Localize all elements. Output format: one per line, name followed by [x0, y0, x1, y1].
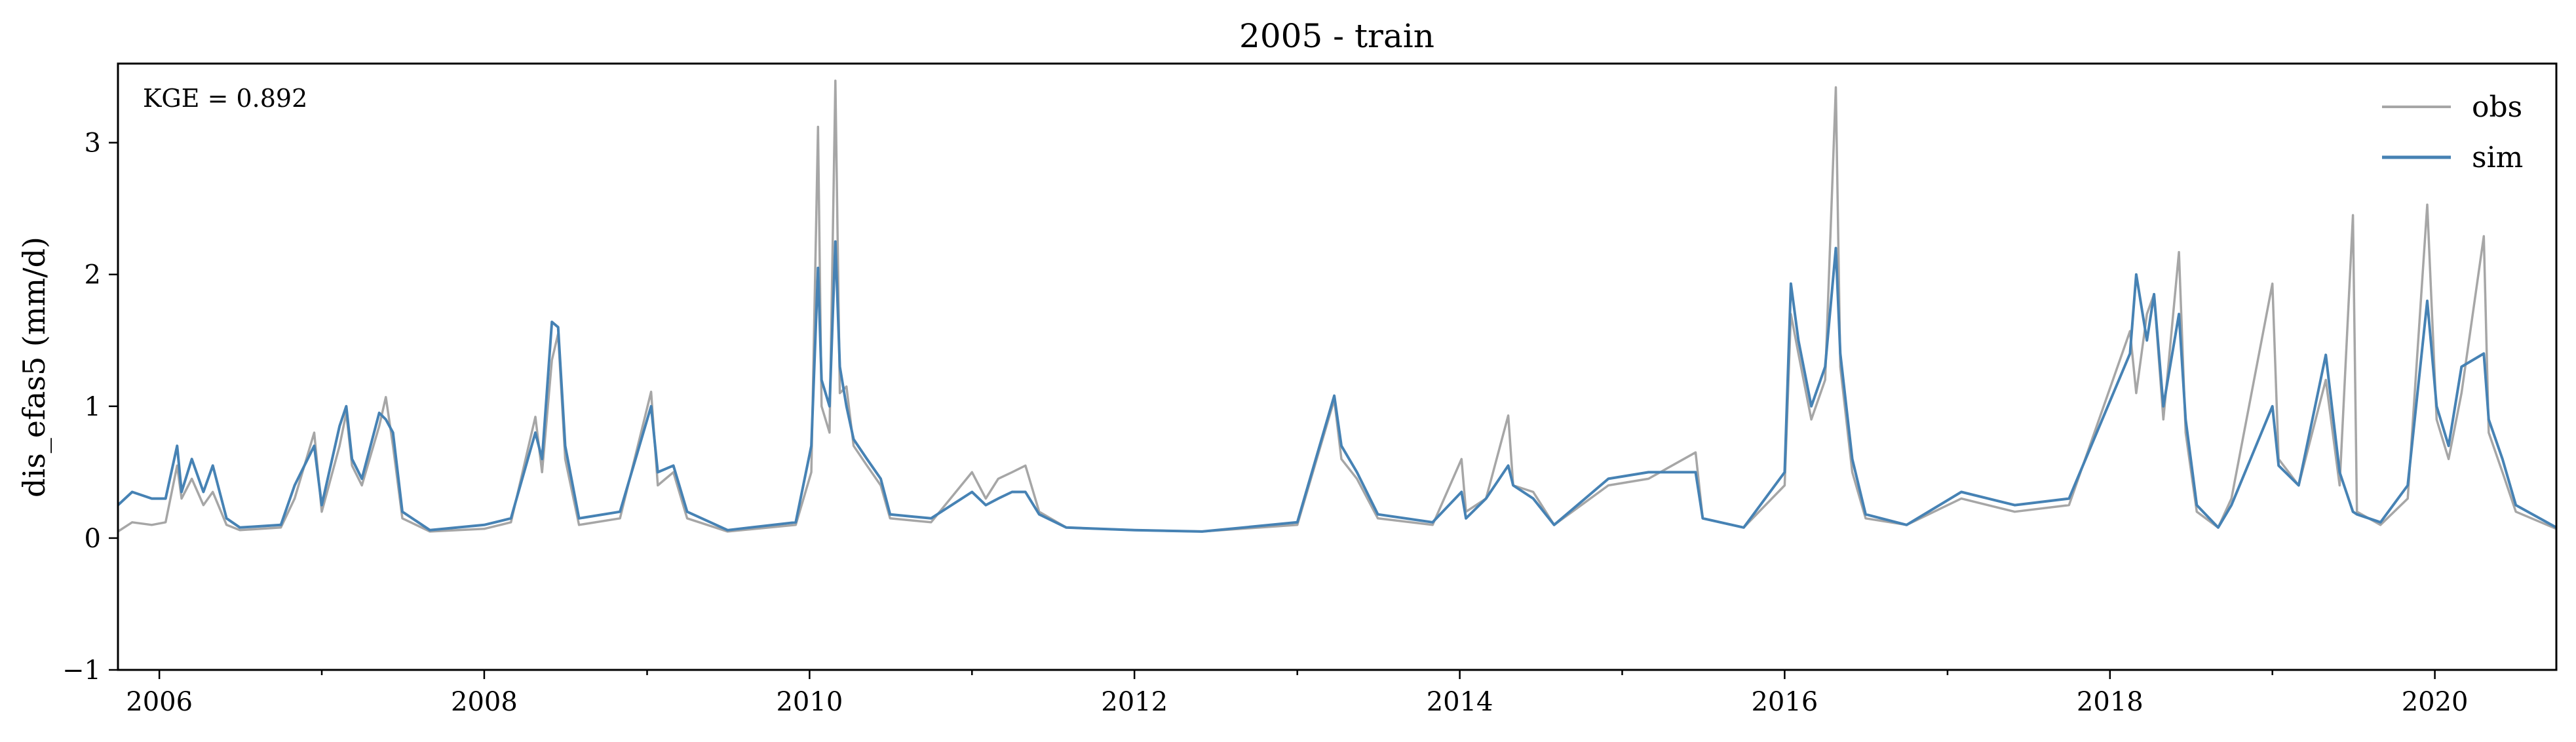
x-tick-label-2006: 2006	[126, 687, 193, 717]
ticks-layer: 2006 2008 2010 2012 2014 2016 2018 2020 −1 0 1 2 3	[62, 128, 2468, 717]
x-tick-label-2020: 2020	[2402, 687, 2469, 717]
x-tick-label-2012: 2012	[1101, 687, 1168, 717]
y-tick-label-4: 3	[85, 128, 101, 159]
y-axis-label: dis_efas5 (mm/d)	[16, 237, 52, 498]
series-layer	[117, 79, 2557, 533]
x-tick-label-2010: 2010	[776, 687, 843, 717]
x-tick-label-2016: 2016	[1751, 687, 1818, 717]
y-tick-label-2: 1	[85, 392, 101, 422]
legend-label-obs: obs	[2472, 90, 2522, 124]
series-line-sim	[117, 240, 2557, 533]
legend: obs sim	[2382, 90, 2523, 174]
x-tick-label-2014: 2014	[1427, 687, 1493, 717]
y-tick-label-0: −1	[62, 655, 101, 686]
legend-label-sim: sim	[2472, 141, 2523, 174]
x-tick-label-2008: 2008	[451, 687, 518, 717]
y-tick-label-1: 0	[85, 524, 101, 554]
x-tick-label-2018: 2018	[2077, 687, 2143, 717]
chart-title: 2005 - train	[1239, 17, 1434, 55]
kge-annotation: KGE = 0.892	[143, 84, 307, 113]
y-tick-label-3: 2	[85, 260, 101, 290]
plot-area-frame	[117, 62, 2558, 671]
